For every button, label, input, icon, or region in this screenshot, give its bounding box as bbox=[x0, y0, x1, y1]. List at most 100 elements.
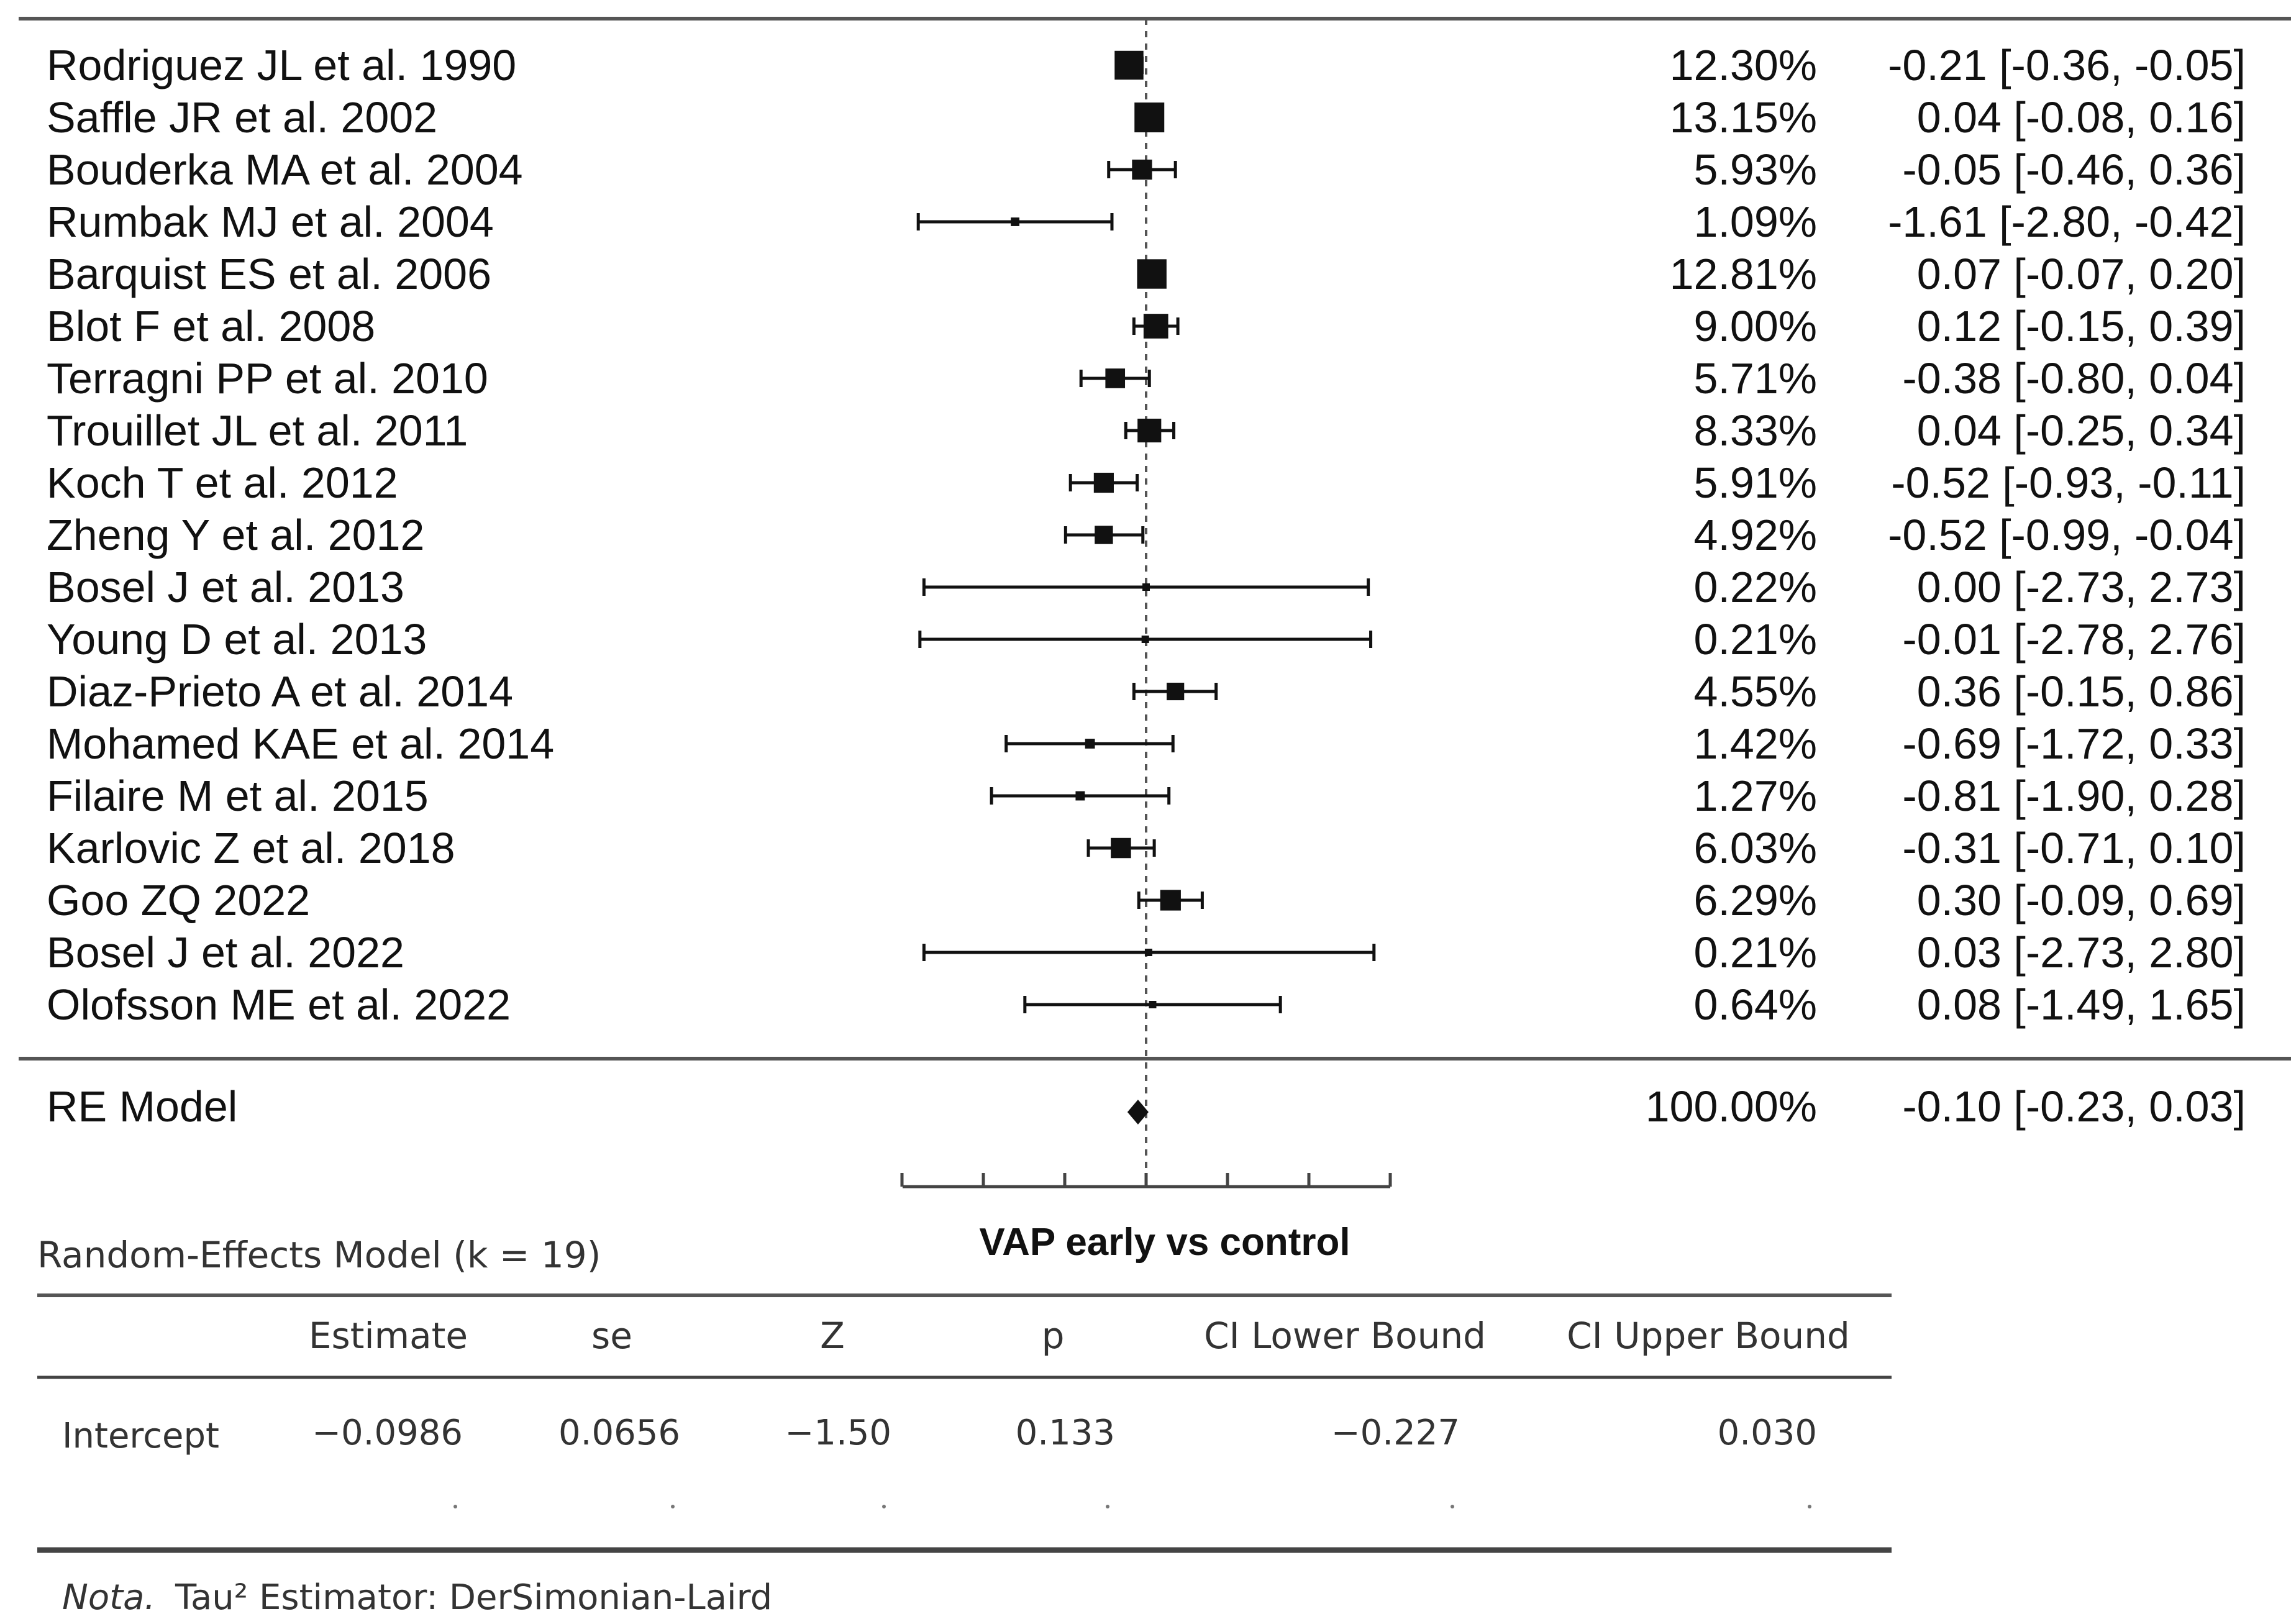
ci-text-label: -0.38 [-0.80, 0.04] bbox=[1902, 354, 2246, 403]
study-label: Koch T et al. 2012 bbox=[47, 458, 398, 507]
ci-text-label: 0.03 [-2.73, 2.80] bbox=[1917, 928, 2246, 977]
ci-text-label: -0.81 [-1.90, 0.28] bbox=[1902, 772, 2246, 820]
x-axis-label: VAP early vs control bbox=[979, 1221, 1350, 1264]
study-label: Diaz-Prieto A et al. 2014 bbox=[47, 667, 513, 716]
ci-text-label: -0.31 [-0.71, 0.10] bbox=[1902, 824, 2246, 872]
study-row: Rodriguez JL et al. 1990 12.30% -0.21 [-0.… bbox=[47, 41, 2246, 89]
study-row: Bosel J et al. 2013 0.22% 0.00 [-2.73, 2.7… bbox=[47, 563, 2246, 611]
table-value-cell: −1.50 bbox=[785, 1413, 891, 1453]
ci-text-label: -0.52 [-0.93, -0.11] bbox=[1891, 458, 2246, 507]
ci-text-label: -0.21 [-0.36, -0.05] bbox=[1888, 41, 2246, 89]
table-dot bbox=[882, 1505, 886, 1508]
table-dot bbox=[671, 1505, 675, 1508]
effect-square bbox=[1132, 159, 1152, 180]
ci-text-label: -0.52 [-0.99, -0.04] bbox=[1888, 511, 2246, 559]
table-note-italic: Nota. bbox=[62, 1577, 155, 1618]
study-rows: Rodriguez JL et al. 1990 12.30% -0.21 [-0.… bbox=[47, 41, 2246, 1029]
table-header-cell: CI Upper Bound bbox=[1567, 1315, 1850, 1357]
table-value-cell: 0.030 bbox=[1718, 1413, 1817, 1453]
study-row: Goo ZQ 2022 6.29% 0.30 [-0.09, 0.69] bbox=[47, 876, 2246, 924]
effect-square bbox=[1137, 259, 1167, 289]
weight-label: 6.03% bbox=[1694, 824, 1817, 872]
weight-label: 1.27% bbox=[1694, 772, 1817, 820]
study-label: Terragni PP et al. 2010 bbox=[47, 354, 488, 403]
summary-ci-text: -0.10 [-0.23, 0.03] bbox=[1902, 1082, 2246, 1131]
effect-square bbox=[1160, 890, 1181, 911]
x-axis-ticks bbox=[900, 1173, 1392, 1187]
table-header-cell: CI Lower Bound bbox=[1204, 1315, 1486, 1357]
effect-square bbox=[1114, 50, 1144, 80]
study-row: Bouderka MA et al. 2004 5.93% -0.05 [-0.46… bbox=[47, 145, 2246, 194]
ci-text-label: 0.00 [-2.73, 2.73] bbox=[1917, 563, 2246, 611]
table-value-cell: −0.227 bbox=[1331, 1413, 1460, 1453]
study-label: Bosel J et al. 2022 bbox=[47, 928, 404, 977]
effect-square bbox=[1105, 368, 1126, 388]
ci-text-label: -0.05 [-0.46, 0.36] bbox=[1902, 145, 2246, 194]
study-row: Zheng Y et al. 2012 4.92% -0.52 [-0.99, -0… bbox=[47, 511, 2246, 559]
study-row: Filaire M et al. 2015 1.27% -0.81 [-1.90, … bbox=[47, 772, 2246, 820]
study-label: Mohamed KAE et al. 2014 bbox=[47, 719, 554, 768]
table-value-cell: 0.0656 bbox=[558, 1413, 680, 1453]
summary-diamond bbox=[1127, 1100, 1149, 1124]
effect-square bbox=[1141, 636, 1149, 643]
effect-square bbox=[1143, 314, 1168, 339]
effect-square bbox=[1142, 583, 1150, 591]
weight-label: 8.33% bbox=[1694, 406, 1817, 455]
effect-square bbox=[1075, 791, 1085, 801]
weight-label: 5.71% bbox=[1694, 354, 1817, 403]
study-label: Blot F et al. 2008 bbox=[47, 302, 375, 350]
ci-text-label: 0.36 [-0.15, 0.86] bbox=[1917, 667, 2246, 716]
table-dot bbox=[1106, 1505, 1109, 1508]
ci-text-label: -1.61 [-2.80, -0.42] bbox=[1888, 198, 2246, 246]
ci-text-label: 0.08 [-1.49, 1.65] bbox=[1917, 980, 2246, 1029]
study-row: Barquist ES et al. 2006 12.81% 0.07 [-0.07… bbox=[47, 250, 2246, 298]
study-row: Mohamed KAE et al. 2014 1.42% -0.69 [-1.72… bbox=[47, 719, 2246, 768]
study-label: Saffle JR et al. 2002 bbox=[47, 93, 437, 142]
weight-label: 9.00% bbox=[1694, 302, 1817, 350]
ci-text-label: -0.01 [-2.78, 2.76] bbox=[1902, 615, 2246, 664]
study-row: Bosel J et al. 2022 0.21% 0.03 [-2.73, 2.8… bbox=[47, 928, 2246, 977]
ci-text-label: 0.30 [-0.09, 0.69] bbox=[1917, 876, 2246, 924]
effect-square bbox=[1085, 739, 1095, 749]
table-value-cell: 0.133 bbox=[1016, 1413, 1115, 1453]
study-label: Barquist ES et al. 2006 bbox=[47, 250, 491, 298]
study-row: Trouillet JL et al. 2011 8.33% 0.04 [-0.25… bbox=[47, 406, 2246, 455]
ci-text-label: 0.04 [-0.25, 0.34] bbox=[1917, 406, 2246, 455]
effect-square bbox=[1111, 837, 1131, 859]
ci-text-label: 0.04 [-0.08, 0.16] bbox=[1917, 93, 2246, 142]
table-header-cell: se bbox=[591, 1315, 632, 1357]
table-header-cell: p bbox=[1042, 1315, 1065, 1357]
study-row: Saffle JR et al. 2002 13.15% 0.04 [-0.08, … bbox=[47, 93, 2246, 142]
ci-text-label: 0.12 [-0.15, 0.39] bbox=[1917, 302, 2246, 350]
weight-label: 4.55% bbox=[1694, 667, 1817, 716]
model-table-title: Random-Effects Model (k = 19) bbox=[37, 1234, 601, 1276]
summary-label: RE Model bbox=[47, 1082, 237, 1131]
study-label: Olofsson ME et al. 2022 bbox=[47, 980, 511, 1029]
weight-label: 1.42% bbox=[1694, 719, 1817, 768]
study-label: Trouillet JL et al. 2011 bbox=[47, 406, 468, 455]
effect-square bbox=[1095, 526, 1113, 544]
effect-square bbox=[1167, 682, 1185, 701]
effect-square bbox=[1093, 472, 1114, 493]
table-note: Nota. Tau² Estimator: DerSimonian-Laird bbox=[62, 1577, 772, 1618]
weight-label: 0.22% bbox=[1694, 563, 1817, 611]
weight-label: 0.21% bbox=[1694, 615, 1817, 664]
study-row: Diaz-Prieto A et al. 2014 4.55% 0.36 [-0.1… bbox=[47, 667, 2246, 716]
table-dot bbox=[1451, 1505, 1454, 1508]
study-label: Rodriguez JL et al. 1990 bbox=[47, 41, 516, 89]
study-label: Young D et al. 2013 bbox=[47, 615, 427, 664]
effect-square bbox=[1134, 103, 1165, 132]
study-label: Bouderka MA et al. 2004 bbox=[47, 145, 523, 194]
study-row: Olofsson ME et al. 2022 0.64% 0.08 [-1.49,… bbox=[47, 980, 2246, 1029]
table-header-cell: Estimate bbox=[309, 1315, 468, 1357]
table-dot bbox=[1808, 1505, 1811, 1508]
study-label: Zheng Y et al. 2012 bbox=[47, 511, 424, 559]
weight-label: 4.92% bbox=[1694, 511, 1817, 559]
effect-square bbox=[1149, 1001, 1157, 1008]
effect-square bbox=[1011, 217, 1019, 226]
effect-square bbox=[1137, 418, 1162, 443]
weight-label: 6.29% bbox=[1694, 876, 1817, 924]
table-note-text: Tau² Estimator: DerSimonian-Laird bbox=[175, 1577, 772, 1618]
